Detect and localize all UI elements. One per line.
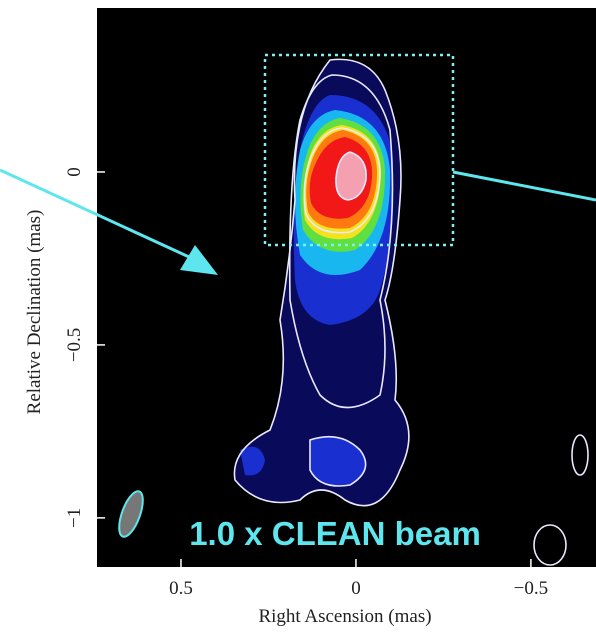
x-tick-label: 0	[351, 578, 361, 599]
arrow-head	[180, 245, 218, 275]
y-tick-label: −0.5	[64, 328, 85, 362]
arrow	[452, 170, 596, 202]
x-axis-label: Right Ascension (mas)	[258, 606, 431, 627]
y-tick-label: 0	[64, 167, 85, 177]
x-tick-label: −0.5	[514, 578, 548, 599]
annotation: 1.0 x CLEAN beam	[189, 515, 481, 552]
arrow	[0, 168, 201, 264]
y-tick-label: −1	[64, 508, 85, 528]
x-tick-label: 0.5	[169, 578, 193, 599]
intensity-map	[118, 58, 589, 566]
zoom-box	[263, 53, 455, 247]
y-axis-label: Relative Declination (mas)	[24, 210, 45, 415]
